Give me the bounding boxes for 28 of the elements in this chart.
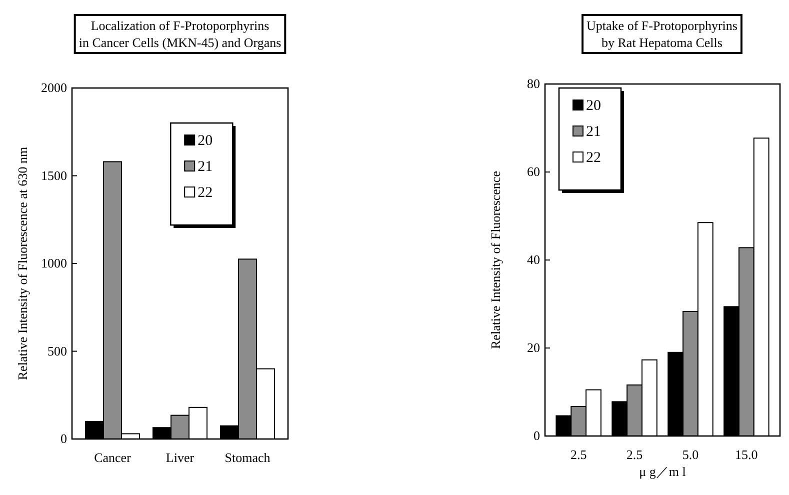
y-tick-label: 80 [527, 76, 540, 91]
legend-label: 22 [586, 150, 601, 166]
legend-label: 20 [198, 133, 213, 149]
legend-label: 21 [586, 124, 601, 140]
y-tick-label: 500 [48, 343, 67, 358]
y-tick-label: 1000 [41, 256, 67, 270]
y-tick-label: 0 [60, 431, 67, 446]
y-tick-label: 2000 [41, 80, 67, 95]
y-axis-title: Relative Intensity of Fluorescence [488, 170, 503, 349]
x-tick-label: 2.5 [626, 447, 643, 462]
y-tick-label: 0 [534, 428, 540, 443]
chart-title: Localization of F-Protoporphyrins in Cancer Cells (MKN-45) and Organs [78, 18, 282, 50]
x-tick-label: Cancer [94, 450, 132, 465]
x-tick-label: 5.0 [682, 447, 699, 462]
y-tick-label: 60 [527, 164, 540, 179]
y-tick-label: 40 [527, 252, 540, 267]
chart-title: Uptake of F-Protoporphyrins by Rat Hepatoma Cells [586, 18, 738, 50]
legend-label: 20 [586, 98, 601, 114]
x-axis-title: μ g／m l [639, 464, 686, 479]
x-tick-label: 2.5 [570, 447, 587, 462]
legend-label: 21 [198, 159, 213, 175]
x-tick-label: 15.0 [735, 447, 758, 462]
y-axis-title: Relative Intensity of Fluorescence at 630 nm [15, 146, 30, 380]
y-tick-label: 20 [527, 340, 540, 355]
y-tick-label: 1500 [41, 168, 67, 183]
x-tick-label: Stomach [224, 450, 271, 465]
legend-label: 22 [198, 185, 213, 201]
x-tick-label: Liver [166, 450, 195, 465]
